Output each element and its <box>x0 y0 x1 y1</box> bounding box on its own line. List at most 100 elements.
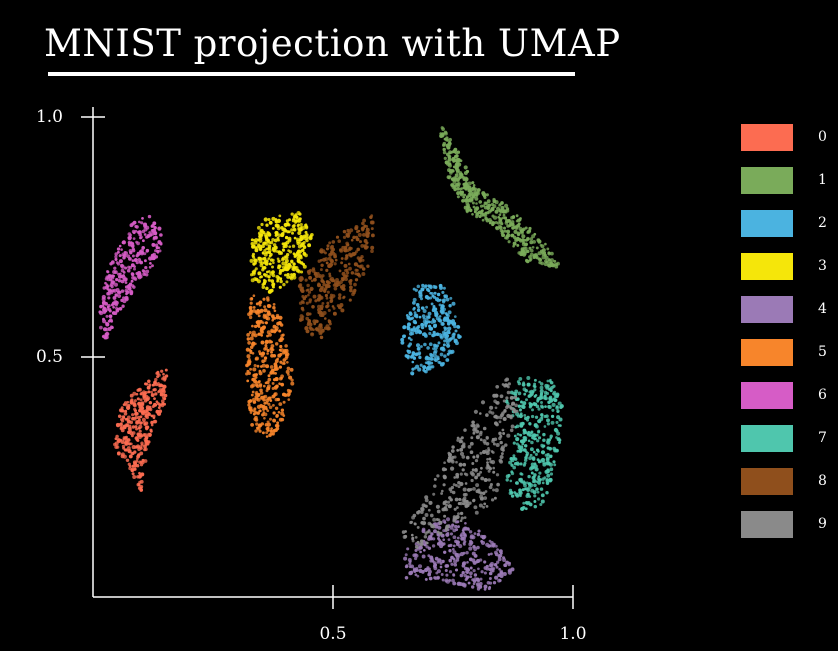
point-digit-9 <box>505 377 510 382</box>
point-digit-2 <box>434 310 438 315</box>
point-digit-4 <box>480 540 486 545</box>
point-digit-9 <box>433 484 437 488</box>
point-digit-4 <box>427 554 431 558</box>
point-digit-9 <box>456 448 460 452</box>
point-digit-4 <box>488 577 492 580</box>
point-digit-3 <box>265 223 269 227</box>
point-digit-2 <box>446 343 451 348</box>
point-digit-5 <box>271 394 276 399</box>
point-digit-8 <box>307 293 310 297</box>
point-digit-0 <box>151 383 155 387</box>
point-digit-3 <box>296 252 301 257</box>
point-digit-9 <box>491 411 495 415</box>
point-digit-8 <box>326 244 330 248</box>
point-digit-7 <box>546 384 550 388</box>
point-digit-2 <box>422 309 427 313</box>
point-digit-1 <box>516 243 520 247</box>
legend-label: 0 <box>818 129 827 145</box>
point-digit-3 <box>287 223 291 227</box>
point-digit-9 <box>485 466 490 470</box>
point-digit-3 <box>286 275 290 279</box>
point-digit-0 <box>162 389 166 394</box>
point-digit-6 <box>127 240 131 245</box>
point-digit-7 <box>535 487 539 491</box>
point-digit-2 <box>412 319 417 324</box>
point-digit-0 <box>131 452 135 456</box>
point-digit-2 <box>439 352 444 357</box>
point-digit-1 <box>448 175 452 178</box>
point-digit-0 <box>114 441 119 446</box>
point-digit-5 <box>266 298 270 302</box>
point-digit-7 <box>553 463 557 467</box>
point-digit-3 <box>299 236 305 241</box>
point-digit-3 <box>302 251 306 255</box>
point-digit-0 <box>116 451 121 456</box>
point-digit-5 <box>266 349 270 353</box>
point-digit-1 <box>459 159 463 163</box>
point-digit-7 <box>518 376 523 381</box>
point-digit-4 <box>455 558 460 562</box>
point-digit-7 <box>523 431 527 434</box>
point-digit-3 <box>262 230 266 235</box>
point-digit-7 <box>530 440 534 445</box>
point-digit-0 <box>131 472 135 476</box>
point-digit-9 <box>478 412 482 415</box>
point-digit-3 <box>276 278 280 281</box>
point-digit-4 <box>471 585 475 589</box>
point-digit-6 <box>118 244 122 248</box>
point-digit-8 <box>308 275 313 280</box>
point-digit-7 <box>552 384 556 388</box>
point-digit-4 <box>468 546 473 551</box>
point-digit-3 <box>310 232 314 237</box>
point-digit-3 <box>297 223 300 227</box>
point-digit-2 <box>405 354 410 359</box>
point-digit-8 <box>327 319 332 324</box>
point-digit-5 <box>276 397 281 402</box>
point-digit-9 <box>455 460 458 464</box>
point-digit-6 <box>103 309 107 314</box>
point-digit-2 <box>400 340 405 345</box>
point-digit-1 <box>519 217 522 220</box>
point-digit-9 <box>514 403 518 408</box>
point-digit-7 <box>523 444 528 448</box>
point-digit-1 <box>463 193 467 197</box>
point-digit-4 <box>465 551 469 555</box>
point-digit-9 <box>475 483 480 488</box>
point-digit-8 <box>340 261 344 265</box>
point-digit-3 <box>267 217 271 222</box>
point-digit-0 <box>116 438 121 443</box>
point-digit-7 <box>535 433 539 437</box>
point-digit-7 <box>537 436 542 440</box>
point-digit-8 <box>332 311 337 316</box>
point-digit-4 <box>455 555 460 560</box>
point-digit-4 <box>427 535 433 540</box>
point-digit-1 <box>501 230 505 234</box>
point-digit-7 <box>524 456 528 460</box>
point-digit-9 <box>416 540 420 544</box>
point-digit-5 <box>248 305 253 310</box>
point-digit-5 <box>278 402 283 407</box>
point-digit-9 <box>457 501 461 506</box>
point-digit-2 <box>408 328 413 333</box>
point-digit-1 <box>452 184 457 189</box>
point-digit-1 <box>473 207 479 212</box>
point-digit-1 <box>472 194 475 198</box>
point-digit-2 <box>417 352 421 356</box>
point-digit-6 <box>138 249 143 254</box>
point-digit-6 <box>101 304 105 308</box>
point-digit-7 <box>548 446 552 451</box>
point-digit-9 <box>474 475 478 480</box>
point-digit-8 <box>330 276 335 282</box>
point-digit-6 <box>113 282 119 287</box>
point-digit-6 <box>151 242 156 247</box>
point-digit-7 <box>552 397 556 401</box>
point-digit-5 <box>258 409 262 413</box>
point-digit-3 <box>257 257 261 261</box>
point-digit-4 <box>489 563 494 568</box>
point-digit-1 <box>550 258 554 263</box>
point-digit-3 <box>296 219 300 223</box>
point-digit-1 <box>448 169 453 174</box>
point-digit-4 <box>498 567 501 571</box>
point-digit-9 <box>438 520 443 525</box>
point-digit-3 <box>271 237 275 242</box>
